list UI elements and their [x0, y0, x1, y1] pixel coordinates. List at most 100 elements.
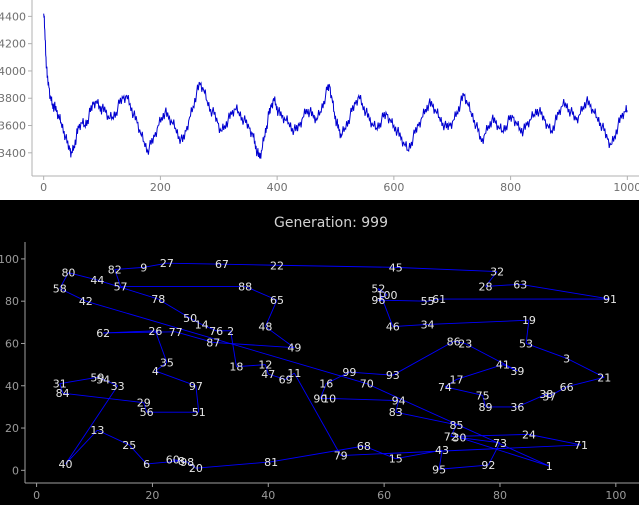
tour-edge [236, 364, 266, 368]
tour-edge [230, 330, 237, 367]
city-label-89: 89 [479, 401, 493, 414]
tour-edge [195, 385, 200, 413]
city-label-47: 47 [261, 368, 275, 381]
tour-edge [293, 372, 342, 456]
city-label-87: 87 [206, 336, 220, 349]
city-label-3: 3 [563, 352, 570, 365]
city-label-10: 10 [322, 392, 336, 405]
city-label-21: 21 [597, 371, 611, 384]
y-tick-label: 3400 [0, 147, 26, 160]
tour-edge [456, 364, 504, 380]
tour-edge [444, 386, 483, 396]
tour-edge [485, 271, 498, 287]
tour-edge [427, 319, 529, 325]
tour-edge [525, 343, 567, 359]
city-label-84: 84 [56, 387, 70, 400]
city-label-17: 17 [450, 373, 464, 386]
tour-edge [450, 433, 529, 437]
tour-edge [378, 294, 388, 301]
city-label-50: 50 [183, 312, 197, 325]
tour-edge [459, 437, 550, 467]
tour-edge [265, 326, 295, 349]
tour-edge [329, 397, 399, 402]
city-label-81: 81 [264, 456, 278, 469]
tour-edge [59, 383, 64, 394]
city-label-85: 85 [450, 419, 464, 432]
city-label-27: 27 [160, 257, 174, 270]
city-label-13: 13 [90, 424, 104, 437]
tour-edge [85, 300, 367, 385]
tour-edge [97, 279, 159, 300]
city-label-32: 32 [490, 266, 504, 279]
city-label-24: 24 [522, 428, 536, 441]
tour-edge [444, 379, 457, 388]
city-label-29: 29 [137, 397, 151, 410]
tour-edge [439, 464, 489, 470]
city-label-62: 62 [96, 327, 110, 340]
city-label-94: 94 [392, 395, 406, 408]
city-label-95: 95 [432, 463, 446, 476]
city-label-46: 46 [386, 321, 400, 334]
tour-edge [264, 299, 278, 327]
tour-edge [450, 424, 457, 437]
tour-edge [221, 263, 277, 266]
tour-edge [459, 437, 501, 444]
x-tick-label: 20 [145, 489, 159, 502]
x-tick-label: 0 [40, 181, 47, 194]
tour-edge [482, 395, 486, 408]
city-label-43: 43 [435, 444, 449, 457]
city-label-49: 49 [287, 342, 301, 355]
tour-edge [366, 383, 550, 467]
tour-edge [378, 299, 428, 302]
city-label-2: 2 [227, 325, 234, 338]
city-label-58: 58 [53, 283, 67, 296]
distance-series [43, 13, 628, 159]
tour-edge [62, 392, 144, 404]
tour-edge [395, 266, 498, 273]
tour-edge [395, 411, 457, 426]
city-label-61: 61 [432, 293, 446, 306]
tour-edge [213, 341, 295, 349]
city-label-18: 18 [229, 361, 243, 374]
city-label-33: 33 [111, 380, 125, 393]
tour-edge [546, 393, 550, 397]
distance-history-panel: 0 200 400 600 800 1000 3400 3600 3800 4000 4200 440… [0, 0, 639, 200]
city-label-40: 40 [59, 458, 73, 471]
tour-edge [128, 444, 147, 465]
tour-edge [378, 288, 388, 296]
tour-edge [427, 298, 440, 302]
city-label-37: 37 [542, 390, 556, 403]
y-tick-label: 0 [12, 464, 19, 477]
x-tick-label: 1000 [613, 181, 639, 194]
city-label-75: 75 [476, 389, 490, 402]
city-label-86: 86 [447, 335, 461, 348]
y-tick-label: 3600 [0, 120, 26, 133]
tour-edge [285, 372, 295, 380]
distance-axes [28, 0, 639, 180]
y-tick-label: 4000 [0, 65, 26, 78]
tour-edge [566, 376, 605, 388]
tour-edge [244, 285, 278, 301]
tour-edge [465, 343, 518, 372]
city-label-14: 14 [195, 318, 209, 331]
distance-history-chart: 0 200 400 600 800 1000 3400 3600 3800 4000 4200 440… [0, 0, 639, 194]
city-label-76: 76 [209, 325, 223, 338]
city-label-45: 45 [389, 261, 403, 274]
city-label-88: 88 [238, 280, 252, 293]
x-tick-label: 60 [377, 489, 391, 502]
tour-edge [566, 357, 605, 378]
tour-edges [59, 262, 611, 470]
tour-edge [528, 433, 582, 446]
city-label-22: 22 [270, 259, 284, 272]
city-label-41: 41 [496, 359, 510, 372]
city-label-30: 30 [452, 432, 466, 445]
city-label-36: 36 [510, 401, 524, 414]
city-label-96: 96 [371, 294, 385, 307]
city-label-31: 31 [53, 378, 67, 391]
tour-edge [549, 386, 567, 397]
city-label-12: 12 [258, 359, 272, 372]
city-label-56: 56 [140, 406, 154, 419]
city-label-73: 73 [493, 437, 507, 450]
tour-edge [201, 324, 217, 332]
